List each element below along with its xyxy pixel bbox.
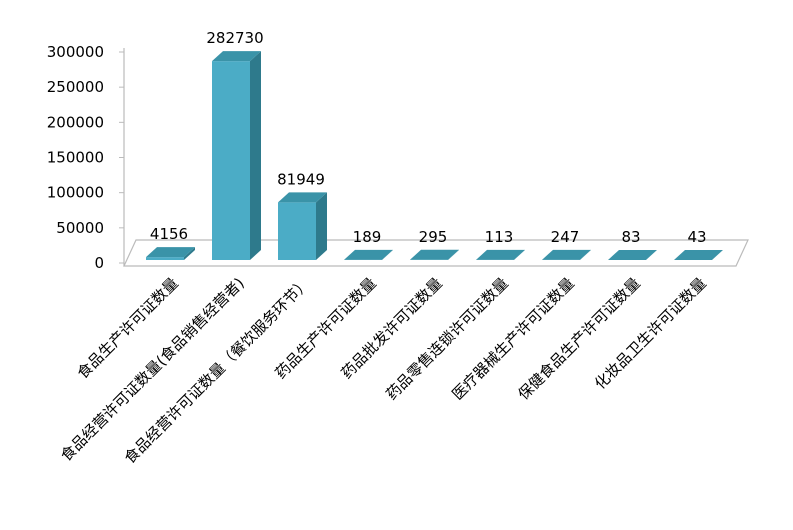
- y-tick-label: 300000: [47, 43, 104, 61]
- bar: [674, 250, 723, 260]
- bar-face: [476, 250, 525, 260]
- bar: [476, 250, 525, 260]
- value-label: 81949: [277, 170, 325, 188]
- y-tick-label: 0: [94, 254, 104, 272]
- bar-face: [542, 250, 591, 260]
- bar-face: [146, 257, 184, 260]
- x-tick-label: 保健食品生产许可证数量: [514, 274, 643, 403]
- bar: [608, 250, 657, 260]
- bar: [344, 250, 393, 260]
- bar: [278, 192, 327, 260]
- bar-face: [278, 202, 316, 260]
- bar-face: [250, 51, 261, 260]
- bar-face: [212, 61, 250, 260]
- bar: [212, 51, 261, 260]
- bar-face: [608, 250, 657, 260]
- x-tick-label: 医疗器械生产许可证数量: [448, 274, 577, 403]
- bar: [542, 250, 591, 260]
- value-label: 282730: [206, 29, 263, 47]
- bar: [410, 250, 459, 260]
- value-label: 4156: [150, 225, 188, 243]
- value-label: 83: [621, 228, 640, 246]
- y-tick-label: 100000: [47, 184, 104, 202]
- value-label: 43: [687, 228, 706, 246]
- y-tick-label: 250000: [47, 78, 104, 96]
- bar-face: [410, 250, 459, 260]
- x-tick-label: 药品零售连锁许可证数量: [382, 274, 511, 403]
- y-tick-label: 150000: [47, 149, 104, 167]
- bar-face: [344, 250, 393, 260]
- value-label: 189: [353, 228, 382, 246]
- bar-face: [674, 250, 723, 260]
- y-tick-label: 200000: [47, 113, 104, 131]
- bar-face: [316, 192, 327, 260]
- x-tick-label: 化妆品卫生许可证数量: [591, 274, 710, 393]
- bar: [146, 247, 195, 260]
- value-label: 247: [551, 228, 580, 246]
- value-label: 295: [419, 228, 448, 246]
- y-tick-label: 50000: [56, 219, 104, 237]
- value-label: 113: [485, 228, 514, 246]
